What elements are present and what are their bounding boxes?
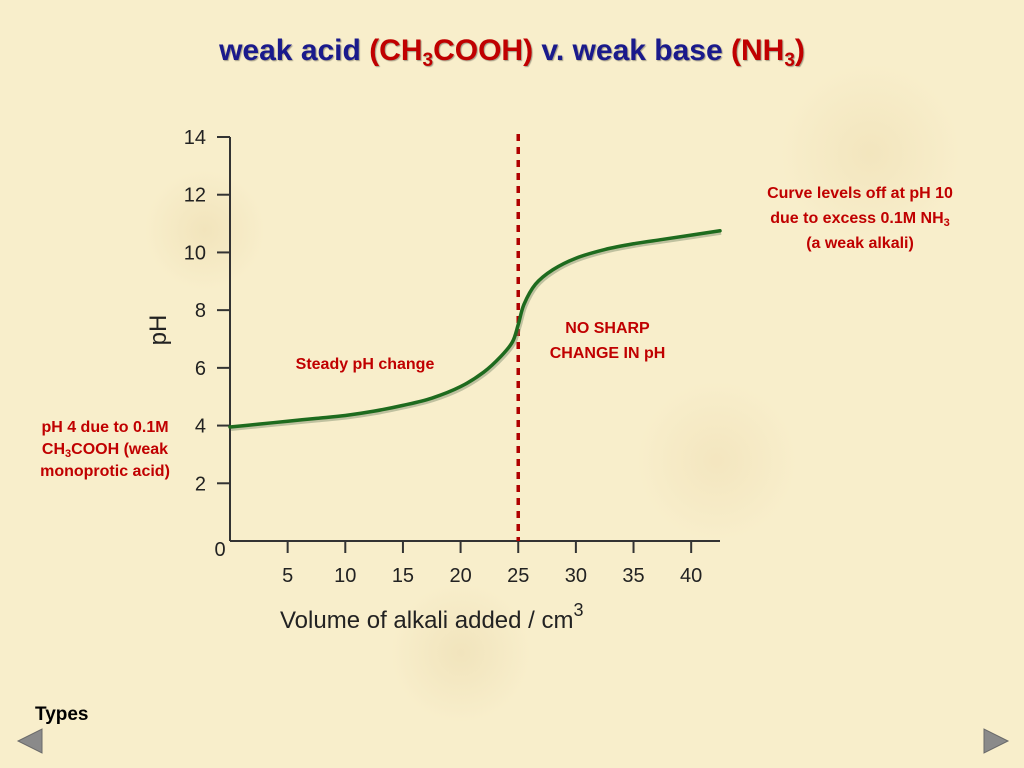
annotation-starting-ph: pH 4 due to 0.1M CH3COOH (weak monoproti… — [20, 417, 190, 483]
y-tick-label: 10 — [184, 242, 206, 264]
y-tick-label: 4 — [195, 416, 206, 438]
annotation-levels-off-subscript: 3 — [943, 217, 950, 229]
annotation-steady-change: Steady pH change — [295, 356, 435, 373]
title-base-subscript: 3 — [784, 50, 795, 71]
x-tick-label: 20 — [449, 565, 471, 587]
annotation-start-line1: pH 4 due to 0.1M — [41, 419, 169, 436]
annotation-levels-off-line3: (a weak alkali) — [806, 235, 914, 252]
title-acid-formula-end: COOH) — [433, 34, 534, 67]
y-tick-label: 8 — [195, 300, 206, 322]
annotation-levels-off-line1: Curve levels off at pH 10 — [767, 185, 953, 202]
y-tick-label: 6 — [195, 358, 206, 380]
title-versus-weak-base: v. weak base — [533, 34, 731, 67]
titration-curve — [228, 229, 722, 429]
annotation-levels-off-line2-text: due to excess 0.1M NH — [770, 210, 944, 227]
annotation-levels-off: Curve levels off at pH 10 due to excess … — [730, 181, 990, 256]
origin-tick-label: 0 — [214, 539, 225, 561]
title-acid-formula: (CH3COOH) — [369, 34, 534, 70]
types-link[interactable]: Types — [35, 704, 89, 725]
x-axis-label: Volume of alkali added / cm3 — [280, 600, 584, 634]
x-tick-label: 15 — [392, 565, 414, 587]
title-weak-acid: weak acid — [219, 34, 370, 67]
annotation-start-line2: CH3COOH (weak — [20, 439, 190, 461]
x-tick-label: 5 — [282, 565, 293, 587]
x-tick-label: 30 — [565, 565, 587, 587]
annotation-levels-off-line2: due to excess 0.1M NH3 — [730, 206, 990, 231]
annotation-no-sharp-line2: CHANGE IN pH — [549, 345, 666, 362]
y-axis-label: pH — [145, 315, 172, 346]
x-tick-label: 25 — [507, 565, 529, 587]
y-tick-label: 14 — [184, 127, 206, 149]
x-axis-label-text: Volume of alkali added / cm — [280, 607, 574, 634]
title-base-formula-text: (NH — [731, 34, 785, 67]
annotation-start-line3: monoprotic acid) — [40, 463, 170, 480]
annotation-start-line2-text: CH — [41, 441, 66, 458]
chart-axes — [229, 137, 720, 542]
annotation-start-line2-end: COOH (weak — [71, 441, 169, 458]
x-tick-label: 35 — [622, 565, 644, 587]
y-tick-label: 2 — [195, 473, 206, 495]
triangle-right-icon[interactable] — [982, 728, 1010, 754]
y-tick-label: 12 — [184, 185, 206, 207]
annotation-start-subscript: 3 — [65, 448, 72, 460]
title-base-formula-end: ) — [794, 34, 805, 67]
annotation-no-sharp-line1: NO SHARP — [565, 320, 650, 337]
title-acid-formula-text: (CH — [369, 34, 423, 67]
chart-ticks: 2 4 6 8 10 12 14 5 10 15 20 25 30 35 40 0 — [184, 127, 703, 587]
x-axis-label-superscript: 3 — [574, 600, 584, 620]
annotation-no-sharp-change: NO SHARP CHANGE IN pH — [520, 316, 695, 366]
triangle-left-icon[interactable] — [16, 728, 44, 754]
slide-title: weak acid (CH3COOH) v. weak base (NH3) — [0, 34, 1024, 70]
x-tick-label: 40 — [680, 565, 702, 587]
title-acid-subscript: 3 — [422, 50, 434, 71]
title-base-formula: (NH3) — [731, 34, 805, 70]
x-tick-label: 10 — [334, 565, 356, 587]
